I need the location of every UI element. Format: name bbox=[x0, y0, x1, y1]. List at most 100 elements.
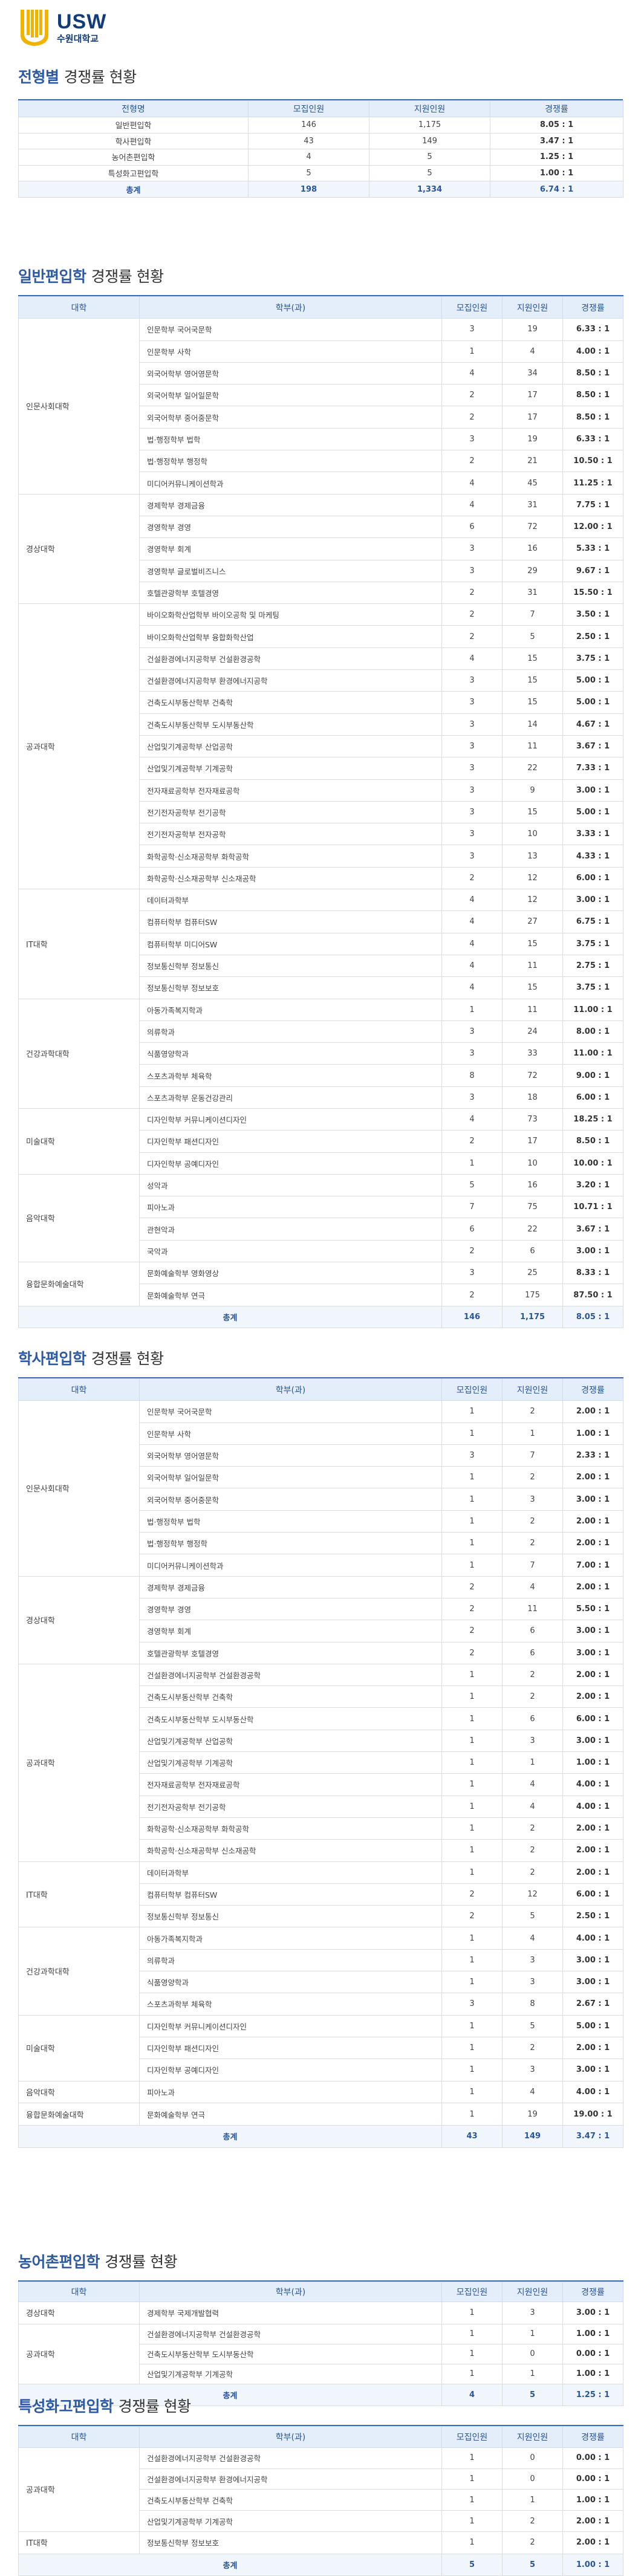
table-row: 건강과학대학 아동가족복지학과 1 4 4.00 : 1 bbox=[18, 1927, 623, 2016]
rate-cell: 3.33 : 1 bbox=[562, 823, 623, 846]
university-logo[interactable]: USW 수원대학교 bbox=[18, 0, 623, 51]
column-header: 대학 bbox=[18, 2282, 140, 2302]
summary-section: 전형별 경쟁률 현황 전형명 모집인원 지원인원 경쟁률 일반편입학 146 1,175 8… bbox=[18, 68, 623, 198]
major-cell: 미디어커뮤니케이션학과 bbox=[139, 472, 442, 495]
quota-cell: 2 bbox=[441, 1597, 503, 1621]
table-row: 건설환경에너지공학부 환경에너지공학 3 15 5.00 : 1 bbox=[19, 669, 623, 692]
applicants-cell: 3 bbox=[502, 1729, 563, 1753]
major-cell: 바이오화학산업학부 바이오공학 및 마케팅 bbox=[139, 603, 442, 626]
major-cell: 데이터과학부 bbox=[139, 889, 442, 912]
applicants-cell: 15 bbox=[502, 932, 563, 955]
column-header: 학부(과) bbox=[139, 1378, 442, 1401]
major-cell: 컴퓨터학부 컴퓨터SW bbox=[139, 1883, 442, 1906]
applicants-cell: 21 bbox=[502, 450, 563, 473]
quota-cell: 4 bbox=[441, 954, 503, 978]
college-cell: 미술대학 bbox=[18, 1108, 140, 1175]
quota-cell: 1 bbox=[441, 1510, 503, 1533]
table-row: 화학공학·신소재공학부 화학공학 3 13 4.33 : 1 bbox=[19, 845, 623, 868]
applicants-cell: 7 bbox=[502, 1444, 563, 1467]
quota-cell: 3 bbox=[441, 1262, 503, 1285]
header-row: 대학 학부(과) 모집인원 지원인원 경쟁률 bbox=[18, 296, 623, 319]
table-row: 건축도시부동산학부 건축학 1 2 2.00 : 1 bbox=[19, 1685, 623, 1708]
applicants-cell: 5 bbox=[502, 1905, 563, 1928]
major-cell: 디자인학부 커뮤니케이션디자인 bbox=[139, 1108, 442, 1131]
applicants-cell: 5 bbox=[502, 2014, 563, 2037]
table-wrapper: 대학 학부(과) 모집인원 지원인원 경쟁률 경상대학 경제학부 국제개발협력 1 3 3.00 … bbox=[18, 2280, 623, 2407]
quota-cell: 1 bbox=[441, 2014, 503, 2037]
quota-cell: 2 bbox=[441, 866, 503, 890]
table-row: 공과대학 건설환경에너지공학부 건설환경공학 1 1 1.00 : 1 bbox=[18, 2323, 623, 2384]
applicants-cell: 31 bbox=[502, 581, 563, 605]
applicants-cell: 4 bbox=[502, 1575, 563, 1598]
applicants-cell: 13 bbox=[502, 845, 563, 868]
major-cell: 전기전자공학부 전기공학 bbox=[139, 800, 442, 824]
table-row: 경상대학 경제학부 경제금융 4 31 7.75 : 1 bbox=[18, 493, 623, 605]
rate-cell: 3.47 : 1 bbox=[490, 132, 623, 149]
quota-cell: 3 bbox=[441, 1993, 503, 2016]
competition-section: 농어촌편입학 경쟁률 현황 대학 학부(과) 모집인원 지원인원 경쟁률 경상대학 경제학부 … bbox=[18, 2253, 623, 2407]
table-row: 경영학부 경영 2 11 5.50 : 1 bbox=[19, 1597, 623, 1621]
quota-cell: 4 bbox=[441, 362, 503, 385]
major-cell: 컴퓨터학부 미디어SW bbox=[139, 932, 442, 955]
quota-cell: 2 bbox=[441, 603, 503, 626]
quota-cell: 1 bbox=[441, 340, 503, 363]
quota-cell: 1 bbox=[441, 1554, 503, 1577]
rate-cell: 3.00 : 1 bbox=[562, 1729, 623, 1753]
quota-cell: 1 bbox=[441, 2036, 503, 2060]
major-cell: 건축도시부동산학부 건축학 bbox=[139, 2489, 442, 2511]
quota-cell: 2 bbox=[441, 1575, 503, 1598]
table-row: 스포츠과학부 체육학 8 72 9.00 : 1 bbox=[19, 1064, 623, 1087]
quota-cell: 4 bbox=[441, 472, 503, 495]
table-row: 문화예술학부 연극 2 175 87.50 : 1 bbox=[19, 1283, 623, 1306]
major-cell: 스포츠과학부 운동건강관리 bbox=[139, 1086, 442, 1109]
quota-cell: 1 bbox=[441, 2302, 503, 2325]
section-title-highlight: 전형별 bbox=[18, 68, 59, 86]
quota-cell: 4 bbox=[248, 149, 369, 166]
applicants-cell: 4 bbox=[502, 340, 563, 363]
applicants-cell: 2 bbox=[502, 1817, 563, 1840]
table-row: 법·행정학부 행정학 2 21 10.50 : 1 bbox=[19, 450, 623, 473]
applicants-cell: 1 bbox=[502, 1751, 563, 1774]
table-row: 경영학부 경영 6 72 12.00 : 1 bbox=[19, 515, 623, 539]
college-cell: 인문사회대학 bbox=[18, 318, 140, 495]
quota-cell: 5 bbox=[441, 1173, 503, 1197]
applicants-cell: 15 bbox=[502, 647, 563, 670]
rate-cell: 3.00 : 1 bbox=[562, 779, 623, 802]
quota-cell: 1 bbox=[441, 1927, 503, 1950]
rate-cell: 6.00 : 1 bbox=[562, 1086, 623, 1109]
college-cell: 공과대학 bbox=[18, 1663, 140, 1862]
college-cell: 인문사회대학 bbox=[18, 1400, 140, 1577]
major-cell: 법·행정학부 법학 bbox=[139, 1510, 442, 1533]
rate-cell: 2.00 : 1 bbox=[562, 1400, 623, 1423]
table-row: 외국어학부 중어중문학 2 17 8.50 : 1 bbox=[19, 406, 623, 429]
total-label-cell: 총계 bbox=[18, 1305, 442, 1329]
major-cell: 전기전자공학부 전기공학 bbox=[139, 1795, 442, 1818]
header-row: 대학 학부(과) 모집인원 지원인원 경쟁률 bbox=[18, 1378, 623, 1401]
column-header: 학부(과) bbox=[139, 2282, 442, 2302]
rate-cell: 2.33 : 1 bbox=[562, 1444, 623, 1467]
applicants-cell: 11 bbox=[502, 1597, 563, 1621]
quota-cell: 6 bbox=[441, 515, 503, 539]
major-cell: 산업및기계공학부 기계공학 bbox=[139, 2510, 442, 2532]
major-cell: 건축도시부동산학부 도시부동산학 bbox=[139, 713, 442, 736]
table-row: 전기전자공학부 전기공학 3 15 5.00 : 1 bbox=[19, 800, 623, 824]
rate-cell: 2.50 : 1 bbox=[562, 625, 623, 648]
applicants-cell: 4 bbox=[502, 1927, 563, 1950]
applicants-cell: 12 bbox=[502, 889, 563, 912]
applicants-cell: 72 bbox=[502, 1064, 563, 1087]
applicants-cell: 1 bbox=[502, 2363, 563, 2384]
table-row: 경상대학 경제학부 경제금융 2 4 2.00 : 1 bbox=[18, 1575, 623, 1664]
college-cell: 융합문화예술대학 bbox=[18, 2103, 140, 2126]
table-row: IT대학 데이터과학부 4 12 3.00 : 1 bbox=[18, 889, 623, 999]
applicants-cell: 18 bbox=[502, 1086, 563, 1109]
rate-cell: 3.67 : 1 bbox=[562, 735, 623, 758]
major-cell: 디자인학부 패션디자인 bbox=[139, 2036, 442, 2060]
column-header: 경쟁률 bbox=[562, 2282, 623, 2302]
major-cell: 아동가족복지학과 bbox=[139, 998, 442, 1021]
applicants-cell: 9 bbox=[502, 779, 563, 802]
table-row: 컴퓨터학부 컴퓨터SW 2 12 6.00 : 1 bbox=[19, 1883, 623, 1906]
rate-cell: 3.00 : 1 bbox=[562, 1641, 623, 1664]
quota-cell: 4 bbox=[441, 910, 503, 933]
quota-cell: 1 bbox=[441, 2103, 503, 2126]
rate-cell: 10.50 : 1 bbox=[562, 450, 623, 473]
